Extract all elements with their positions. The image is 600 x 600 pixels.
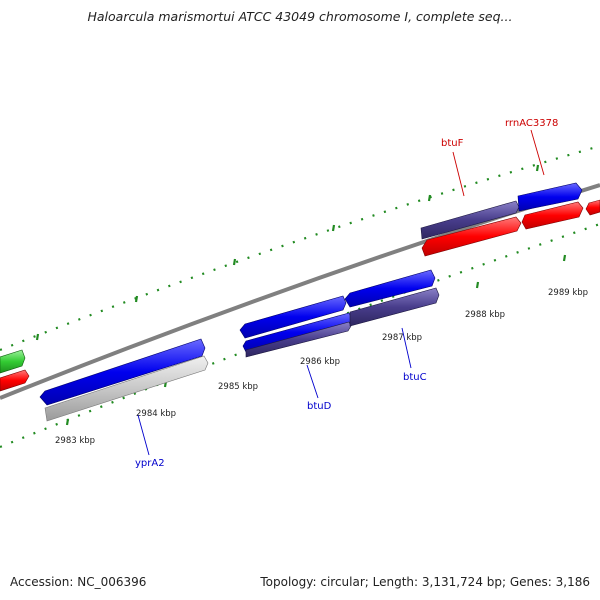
feature-blue-btuD-1 [239,295,347,339]
tick-label-2987: 2987 kbp [382,333,422,343]
accession-text: Accession: NC_006396 [10,575,147,589]
tick-label-2989: 2989 kbp [548,288,588,298]
callout-line-yprA2 [137,414,150,456]
feature-blue-upper [517,182,583,212]
feature-red-upper-2 [521,201,584,230]
feature-red-upper-1 [421,216,522,257]
feature-green-left [0,349,26,374]
gene-label-btuC: btuC [403,372,427,383]
feature-slate-btuD [245,321,352,358]
genome-stats-text: Topology: circular; Length: 3,131,724 bp… [260,575,590,589]
gene-label-yprA2: yprA2 [135,458,165,469]
tick-label-2986: 2986 kbp [300,357,340,367]
feature-red-upper-3 [585,199,600,216]
callout-line-rrnAC3378 [530,129,545,176]
feature-red-left [0,369,30,392]
outer-major-ticks [35,164,540,341]
map-title: Haloarcula marismortui ATCC 43049 chromo… [87,9,513,24]
feature-slate-btuC [349,287,440,327]
callout-line-btuC [401,327,412,369]
feature-blue-yprA2 [39,338,206,406]
tick-label-2985: 2985 kbp [218,382,258,392]
tick-label-2988: 2988 kbp [465,310,505,320]
feature-slate-btuF [420,200,520,240]
feature-gray-yprA2 [44,355,209,422]
gene-label-btuD: btuD [307,401,332,412]
callout-line-btuD [306,364,319,399]
gene-label-btuF: btuF [441,138,464,149]
gene-label-rrnAC3378: rrnAC3378 [505,118,558,129]
callout-line-btuF [452,151,465,197]
tick-label-2984: 2984 kbp [136,409,176,419]
feature-blue-btuC [344,269,436,308]
tick-label-2983: 2983 kbp [55,436,95,446]
